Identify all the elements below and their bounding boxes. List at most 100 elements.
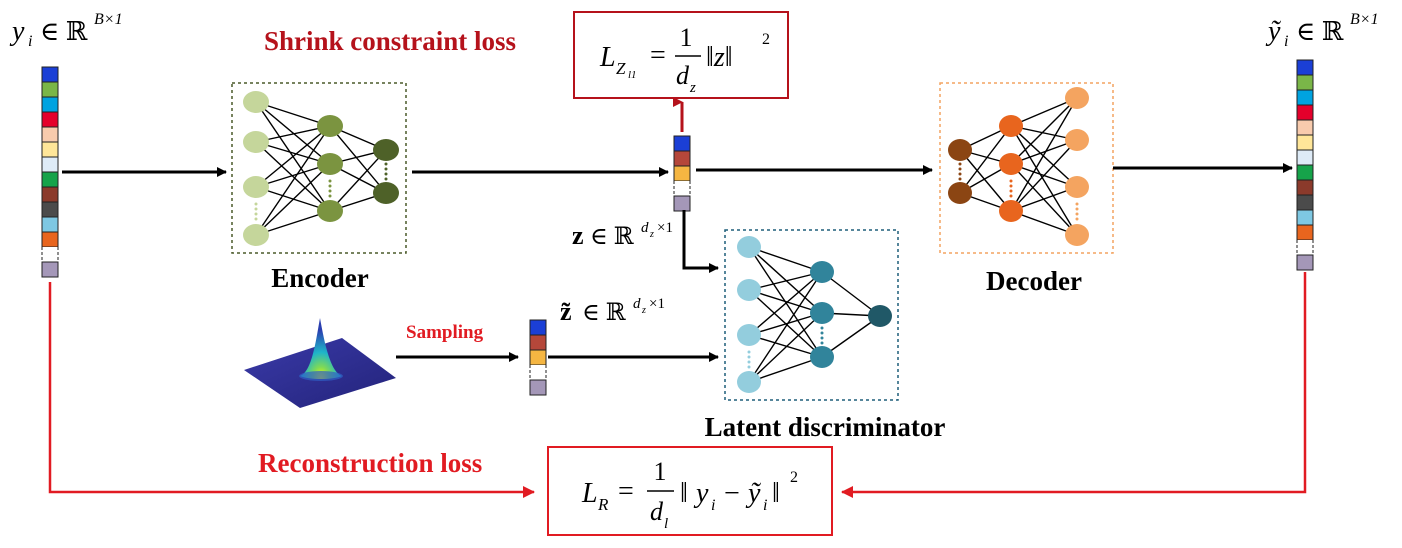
nn-connection: [255, 125, 331, 188]
nn-node: [1065, 224, 1089, 246]
latent-to-discriminator-arrow: [682, 210, 719, 273]
nn-ellipsis-dot: [254, 207, 258, 211]
nn-node: [810, 346, 834, 368]
input-recon-arrow: [48, 282, 535, 498]
input-var-sub: i: [28, 33, 32, 50]
nn-node: [243, 176, 269, 198]
nn-connection: [821, 271, 881, 317]
nn-node: [737, 324, 761, 346]
discriminator-network: [737, 236, 892, 393]
vector-cell: [1296, 179, 1314, 196]
shrink-num: 1: [680, 23, 693, 52]
discriminator-box: [724, 229, 899, 401]
encoder-network: [243, 91, 399, 246]
output-var-sub: i: [1284, 33, 1288, 50]
nn-connection: [748, 312, 823, 336]
recon-y: y: [693, 478, 709, 509]
z-dim-d: d: [641, 220, 649, 236]
nn-ellipsis-dot: [1075, 202, 1079, 206]
nn-connection: [255, 163, 331, 236]
vector-cell: [41, 66, 59, 83]
vector-cell: [673, 165, 691, 182]
vector-cell: [1296, 209, 1314, 226]
shrink-formula: L Z l1 = 1 d z ‖z‖ 2: [599, 23, 770, 96]
recon-norm-close: ‖: [772, 478, 780, 509]
nn-node: [999, 153, 1023, 175]
z-var: z: [572, 221, 584, 250]
vector-cell: [41, 171, 59, 188]
nn-ellipsis-dot: [958, 167, 962, 171]
shrink-eq: =: [650, 40, 666, 71]
shrink-formula-box: [573, 11, 789, 99]
nn-connection: [1010, 125, 1078, 188]
nn-ellipsis-dot: [328, 189, 332, 193]
nn-connection: [255, 141, 331, 165]
nn-node: [810, 302, 834, 324]
nn-ellipsis-dot: [1009, 179, 1013, 183]
shrink-L: L: [599, 42, 616, 73]
nn-ellipsis-dot: [1075, 212, 1079, 216]
z-tilde-dim-d: d: [633, 296, 641, 312]
input-var: y: [9, 16, 25, 47]
nn-node: [243, 91, 269, 113]
reconstruction-formula-box: [547, 446, 833, 536]
nn-ellipsis-dot: [254, 202, 258, 206]
z-dim-rest: ×1: [657, 220, 673, 236]
nn-ellipsis-dot: [328, 184, 332, 188]
sampled-vector: [529, 319, 547, 396]
nn-connection: [1010, 139, 1078, 212]
nn-ellipsis-dot: [254, 212, 258, 216]
recon-den-sub: l: [664, 516, 668, 532]
vector-cell: [1296, 254, 1314, 271]
nn-node: [373, 139, 399, 161]
nn-ellipsis-dot: [384, 177, 388, 181]
vector-cell: [1296, 59, 1314, 76]
vector-cell: [41, 81, 59, 98]
vector-cell: [41, 141, 59, 158]
sampling-label: Sampling: [406, 322, 484, 343]
nn-ellipsis-dot: [958, 162, 962, 166]
nn-ellipsis-dot: [747, 365, 751, 369]
nn-connection: [255, 125, 331, 236]
nn-node: [317, 115, 343, 137]
output-vector: [1296, 59, 1314, 271]
vector-cell: [530, 365, 546, 380]
nn-connection: [748, 246, 823, 273]
nn-connection: [255, 163, 331, 188]
recon-den: d: [650, 497, 664, 526]
input-label: y i ∈ ℝ B×1: [9, 11, 123, 50]
nn-connection: [329, 149, 387, 212]
vector-cell: [41, 261, 59, 278]
vector-cell: [1297, 240, 1313, 255]
nn-connection: [1010, 97, 1078, 165]
recon-y-tilde-sub: i: [763, 497, 767, 514]
nn-connection: [255, 210, 331, 236]
nn-node: [810, 261, 834, 283]
recon-minus: −: [724, 478, 740, 509]
output-set: ∈ ℝ: [1296, 17, 1344, 46]
nn-node: [243, 224, 269, 246]
nn-connection: [748, 271, 823, 383]
nn-ellipsis-dot: [820, 336, 824, 340]
latent-vector: [673, 135, 691, 212]
recon-y-sub: i: [711, 497, 715, 514]
nn-connection: [329, 125, 387, 194]
vector-cell: [41, 201, 59, 218]
nn-node: [999, 200, 1023, 222]
vector-cell: [674, 181, 690, 196]
vector-cell: [41, 126, 59, 143]
nn-ellipsis-dot: [384, 167, 388, 171]
nn-connection: [1010, 97, 1078, 212]
vector-cell: [673, 135, 691, 152]
z-tilde-label: z̃ ∈ ℝ d z ×1: [560, 296, 665, 326]
vector-cell: [1296, 119, 1314, 136]
recon-pow: 2: [790, 469, 798, 486]
nn-connection: [748, 356, 823, 383]
recon-norm-open: ‖: [680, 478, 688, 509]
nn-ellipsis-dot: [747, 355, 751, 359]
vector-cell: [42, 247, 58, 262]
z-tilde-var: z̃: [560, 297, 572, 326]
nn-connection: [959, 149, 1012, 212]
